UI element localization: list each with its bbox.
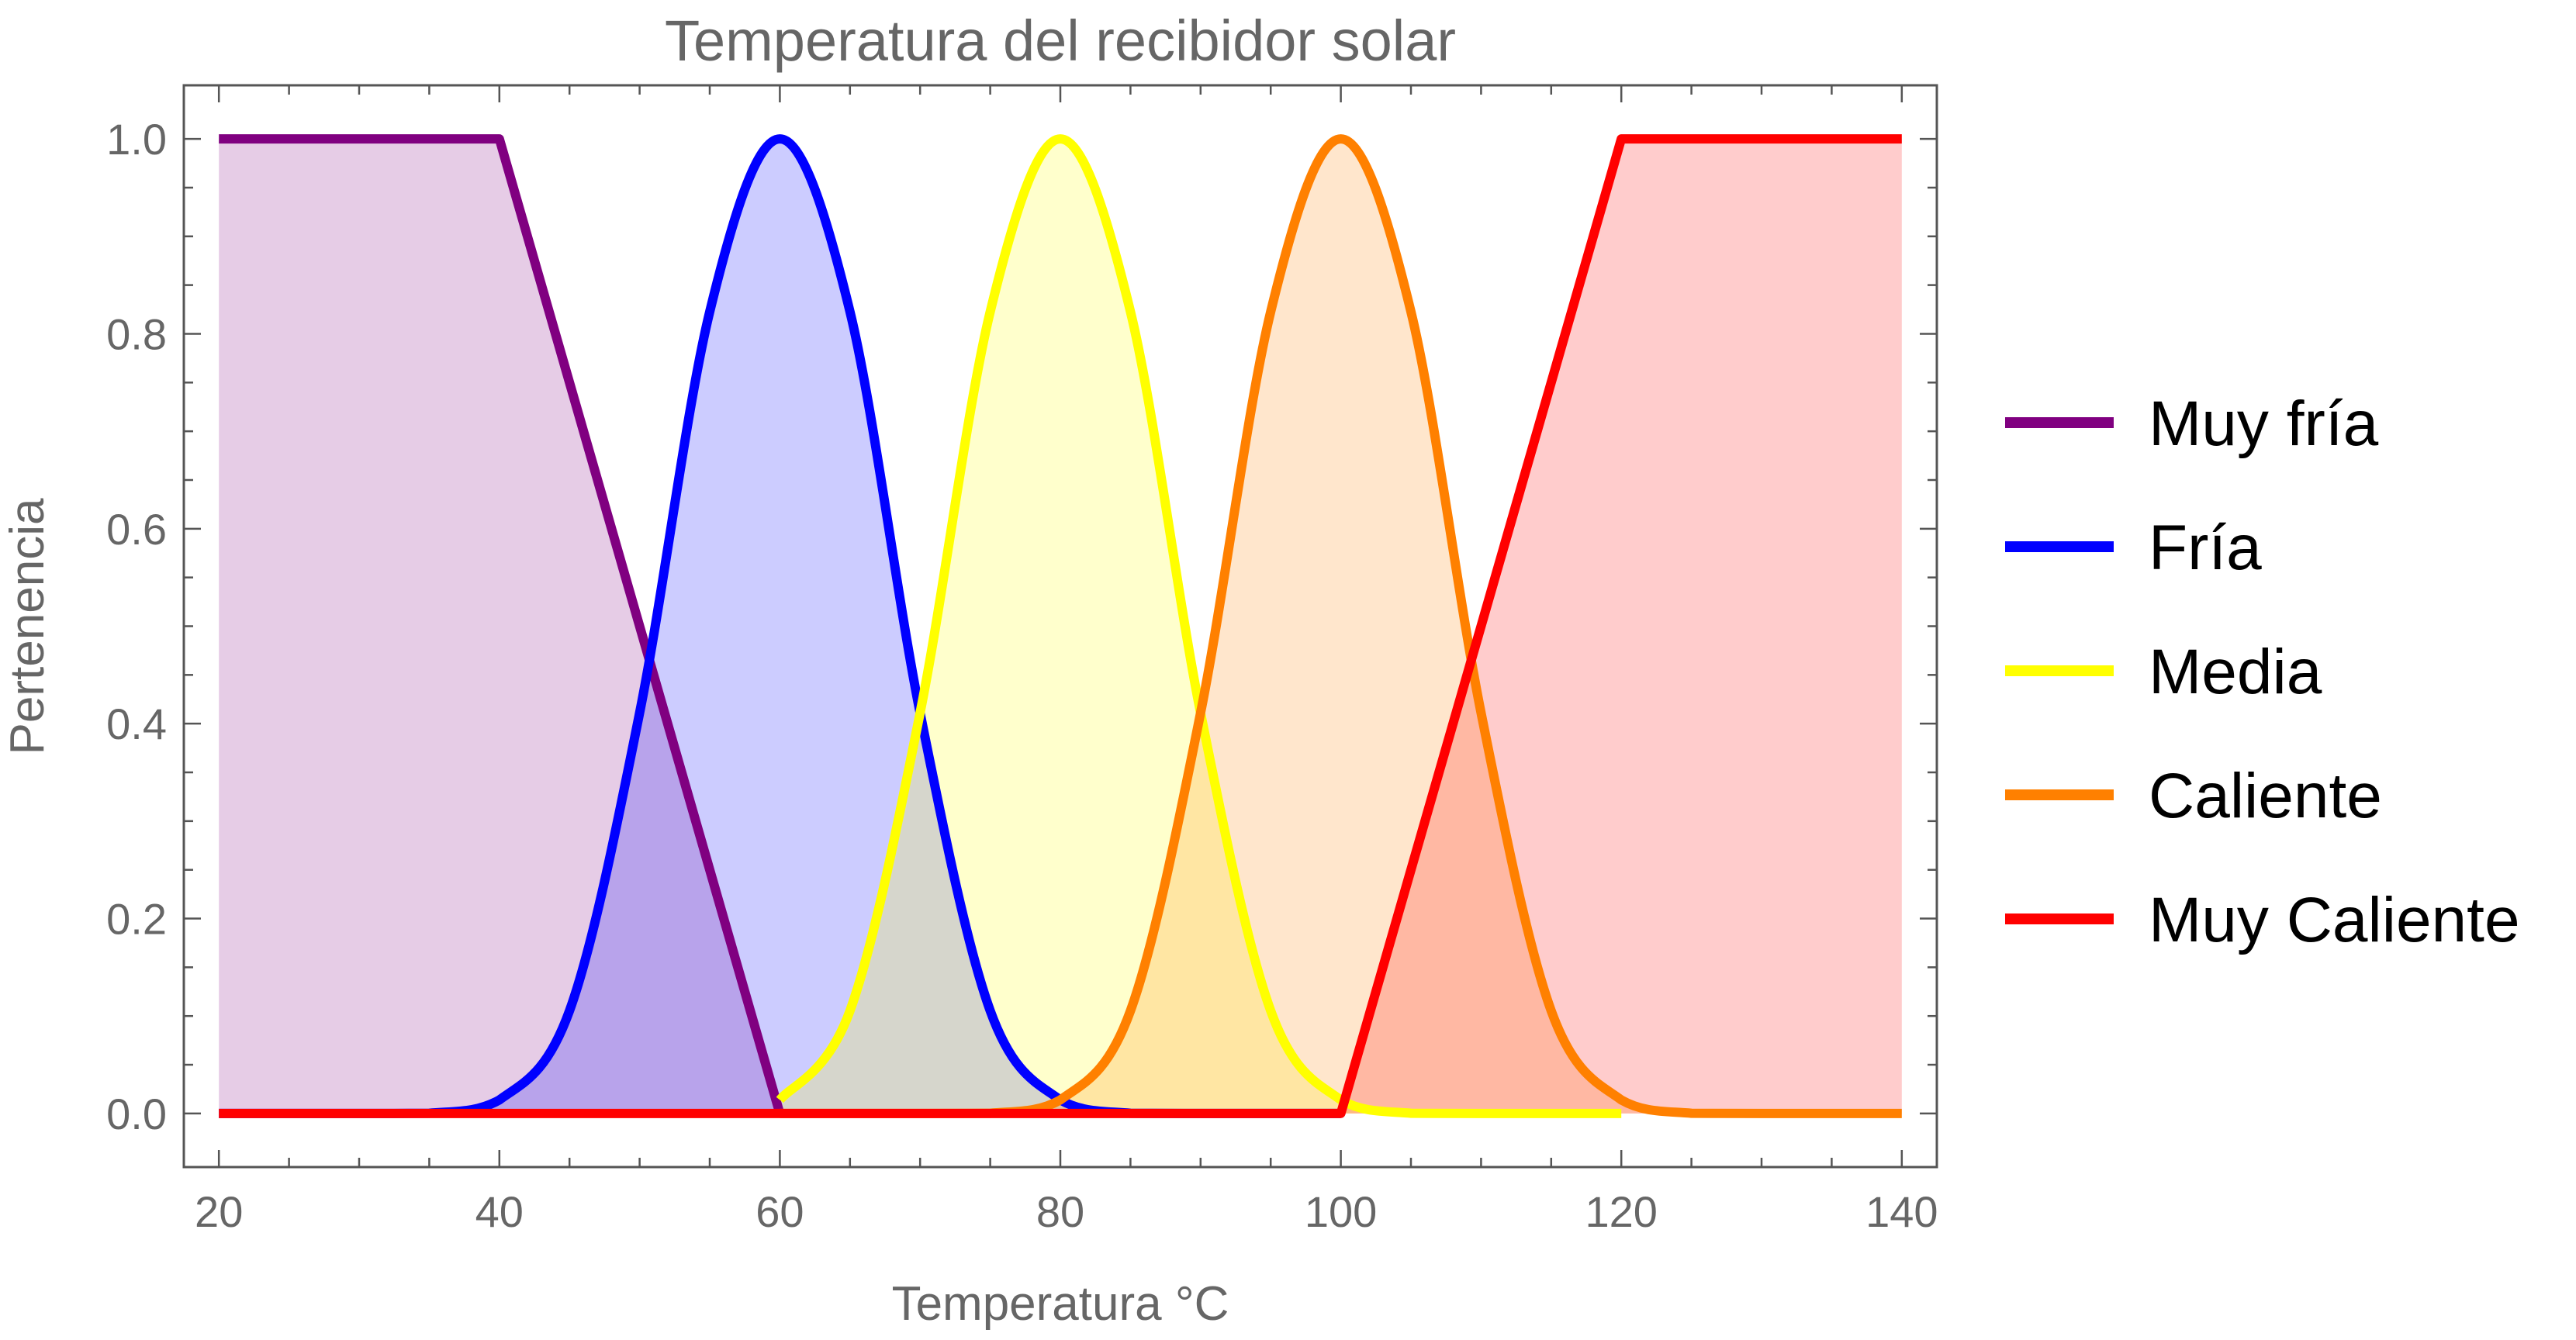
series-fill-muy-caliente	[219, 139, 1902, 1114]
y-axis-title: Pertenencia	[1, 498, 54, 755]
legend-label-muy-fria: Muy fría	[2149, 389, 2379, 459]
series-lines	[219, 134, 1902, 1118]
x-tick-label: 20	[195, 1187, 243, 1236]
y-tick-label: 0.4	[106, 699, 167, 748]
legend-label-media: Media	[2149, 637, 2322, 707]
x-tick-label: 140	[1865, 1187, 1938, 1236]
x-tick-label: 100	[1305, 1187, 1377, 1236]
y-tick-label: 0.2	[106, 895, 167, 944]
series-fill-caliente	[780, 139, 1902, 1114]
legend-label-muy-caliente: Muy Caliente	[2149, 885, 2520, 955]
area-fills	[219, 139, 1902, 1114]
series-line-caliente	[780, 134, 1902, 1118]
y-tick-label: 0.8	[106, 309, 167, 358]
x-tick-label: 40	[475, 1187, 524, 1236]
y-tick-labels: 0.0 0.2 0.4 0.6 0.8 1.0	[106, 115, 167, 1138]
x-tick-label: 120	[1585, 1187, 1657, 1236]
y-tick-label: 0.6	[106, 505, 167, 554]
axis-ticks	[184, 85, 1937, 1167]
legend-label-fria: Fría	[2149, 513, 2262, 583]
chart-title: Temperatura del recibidor solar	[665, 9, 1456, 73]
x-tick-label: 80	[1036, 1187, 1084, 1236]
y-tick-label: 1.0	[106, 115, 167, 164]
x-tick-labels: 20 40 60 80 100 120 140	[195, 1187, 1938, 1236]
series-line-media	[776, 134, 1622, 1118]
x-axis-title: Temperatura °C	[892, 1277, 1229, 1331]
series-line-muy-fria	[219, 134, 785, 1115]
series-fill-muy-fria	[219, 139, 780, 1114]
legend: Muy fría Fría Media Caliente Muy Caliente	[2005, 389, 2520, 955]
series-fill-media	[780, 139, 1622, 1114]
y-tick-label: 0.0	[106, 1090, 167, 1138]
x-tick-label: 60	[756, 1187, 804, 1236]
legend-label-caliente: Caliente	[2149, 761, 2382, 831]
series-fill-fria	[219, 139, 1341, 1114]
series-line-muy-caliente	[219, 134, 1902, 1118]
